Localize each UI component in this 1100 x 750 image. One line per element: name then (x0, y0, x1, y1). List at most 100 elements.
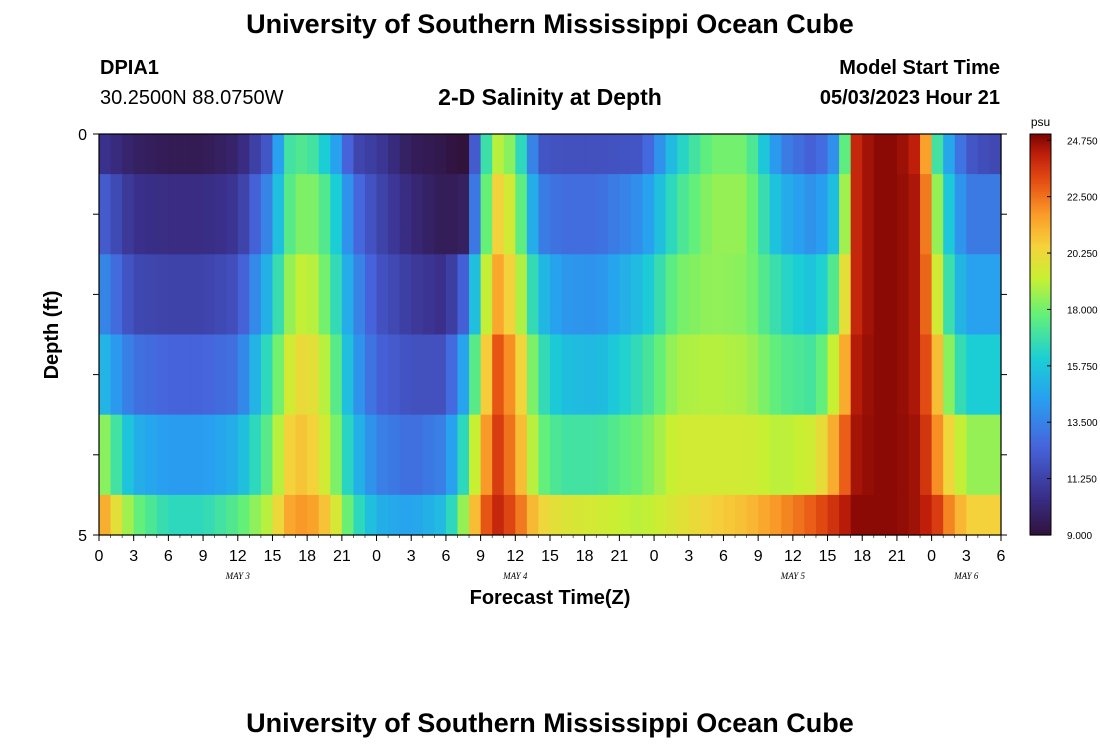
heat-cell (561, 334, 574, 416)
heat-cell (272, 334, 285, 416)
x-tick-label: 6 (164, 548, 173, 565)
heat-cell (977, 334, 991, 416)
colorbar-tick-label: 20.250 (1067, 249, 1098, 260)
heat-cell (885, 254, 898, 336)
heat-cell (515, 174, 528, 255)
heat-cell (977, 494, 991, 536)
heat-cell (769, 334, 782, 416)
colorbar-segment (1030, 472, 1051, 476)
heat-cell (850, 254, 863, 336)
heat-cell (931, 254, 944, 336)
heat-cell (353, 134, 366, 175)
heat-cell (665, 494, 678, 536)
colorbar-segment (1030, 342, 1051, 346)
heat-cell (966, 494, 979, 536)
heat-cell (665, 254, 678, 336)
heat-cell (237, 134, 250, 175)
heat-cell (295, 414, 308, 496)
colorbar-segment (1030, 209, 1051, 213)
heat-cell (307, 254, 320, 336)
heat-cell (469, 334, 482, 416)
heat-cell (388, 254, 401, 336)
heat-cell (203, 334, 216, 416)
heat-cell (746, 414, 759, 496)
heat-cell (434, 334, 447, 416)
heat-cell (307, 414, 320, 496)
heat-cell (873, 174, 886, 255)
heat-cell (249, 334, 262, 416)
heat-cell (353, 174, 366, 255)
heat-cell (330, 334, 343, 416)
heat-cell (839, 414, 852, 496)
heat-cell (538, 334, 551, 416)
colorbar-segment (1030, 174, 1051, 178)
heat-cell (677, 334, 690, 416)
heat-cell (330, 134, 343, 175)
heat-cell (654, 334, 667, 416)
colorbar-segment (1030, 324, 1051, 328)
heat-cell (168, 334, 181, 416)
heat-cell (249, 494, 262, 536)
heat-cell (931, 494, 944, 536)
heat-cell (550, 414, 563, 496)
colorbar-segment (1030, 296, 1051, 301)
chart-subtitle: 2-D Salinity at Depth (438, 84, 662, 110)
heat-cell (249, 174, 262, 255)
heat-cell (630, 174, 644, 255)
heat-cell (376, 174, 389, 255)
heat-cell (596, 254, 609, 336)
heat-cell (179, 494, 193, 536)
heat-cell (746, 254, 759, 336)
heat-cell (492, 134, 505, 175)
heat-cell (330, 414, 343, 496)
heat-cell (850, 494, 863, 536)
heat-cell (480, 134, 493, 175)
heat-cell (630, 254, 644, 336)
colorbar-segment (1030, 462, 1051, 466)
heat-cell (411, 174, 424, 255)
colorbar-segment (1030, 522, 1051, 526)
heat-cell (943, 334, 956, 416)
heat-cell (758, 134, 771, 175)
colorbar-segment (1030, 367, 1051, 371)
heat-cell (110, 174, 123, 255)
colorbar-unit: psu (1031, 115, 1050, 129)
colorbar-segment (1030, 139, 1051, 143)
colorbar-segment (1030, 507, 1051, 511)
heat-cell (399, 414, 412, 496)
heat-cell (642, 174, 655, 255)
heat-cell (758, 174, 771, 255)
colorbar-segment (1030, 397, 1051, 401)
x-tick-label: 12 (229, 548, 247, 565)
colorbar-segment (1030, 271, 1051, 275)
heat-cell (445, 414, 459, 496)
colorbar-segment (1030, 407, 1051, 411)
x-tick-label: 9 (199, 548, 208, 565)
heat-cell (654, 174, 667, 255)
colorbar-segment (1030, 286, 1051, 290)
heat-cell (214, 414, 227, 496)
heat-cell (538, 254, 551, 336)
heat-cell (711, 334, 725, 416)
heat-cell (977, 254, 991, 336)
colorbar-segment (1030, 527, 1051, 531)
x-tick-label: 9 (754, 548, 763, 565)
heat-cell (607, 134, 620, 175)
heat-cell (642, 254, 655, 336)
colorbar-segment (1030, 487, 1051, 491)
heat-cell (584, 134, 597, 175)
heat-cell (434, 494, 447, 536)
heat-cell (677, 174, 690, 255)
colorbar-segment (1030, 354, 1051, 358)
heat-cell (804, 334, 817, 416)
colorbar-segment (1030, 169, 1051, 173)
heat-cell (399, 134, 412, 175)
x-tick-label: 3 (684, 548, 693, 565)
heat-cell (526, 334, 540, 416)
colorbar-segment (1030, 264, 1051, 268)
heat-cell (503, 334, 516, 416)
heat-cell (214, 254, 227, 336)
heat-cell (445, 134, 459, 175)
heat-cell (989, 494, 1002, 536)
heat-cell (376, 134, 389, 175)
